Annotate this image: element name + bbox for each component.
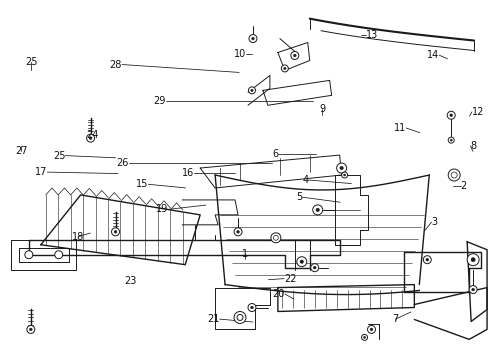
Circle shape: [297, 257, 307, 267]
Circle shape: [89, 137, 92, 140]
Text: 18: 18: [72, 232, 84, 242]
Text: 20: 20: [272, 289, 285, 299]
Circle shape: [300, 260, 303, 264]
Circle shape: [248, 87, 255, 94]
Text: 8: 8: [470, 141, 477, 151]
Circle shape: [281, 65, 288, 72]
Text: 26: 26: [117, 158, 129, 168]
Circle shape: [313, 266, 316, 269]
Circle shape: [342, 172, 347, 178]
Circle shape: [448, 137, 454, 143]
Circle shape: [112, 228, 120, 236]
Text: 1: 1: [242, 248, 248, 258]
Text: 16: 16: [181, 168, 194, 178]
Circle shape: [25, 251, 33, 259]
Circle shape: [87, 134, 95, 142]
Circle shape: [316, 208, 319, 212]
Circle shape: [370, 328, 373, 331]
Circle shape: [469, 285, 477, 293]
Circle shape: [55, 251, 63, 259]
Circle shape: [284, 67, 286, 69]
Circle shape: [271, 233, 281, 243]
Text: 10: 10: [234, 49, 246, 59]
Circle shape: [362, 334, 368, 340]
Text: 19: 19: [156, 204, 168, 215]
Circle shape: [423, 256, 431, 264]
Circle shape: [237, 315, 243, 320]
Text: 12: 12: [472, 107, 484, 117]
Text: 28: 28: [110, 59, 122, 69]
Circle shape: [313, 205, 323, 215]
Text: 4: 4: [302, 175, 308, 185]
Circle shape: [234, 311, 246, 323]
Text: 14: 14: [427, 50, 439, 60]
Circle shape: [29, 328, 32, 331]
Circle shape: [450, 139, 452, 141]
Circle shape: [471, 258, 475, 262]
Circle shape: [27, 325, 35, 333]
Circle shape: [237, 230, 240, 233]
Circle shape: [450, 114, 453, 117]
Circle shape: [273, 235, 278, 240]
Circle shape: [337, 163, 346, 173]
Text: 5: 5: [296, 192, 303, 202]
Circle shape: [291, 51, 299, 59]
Circle shape: [311, 264, 319, 272]
Circle shape: [251, 37, 254, 40]
Text: 29: 29: [153, 96, 166, 106]
Text: 6: 6: [272, 149, 278, 159]
Circle shape: [343, 174, 345, 176]
Circle shape: [294, 54, 296, 57]
Text: 2: 2: [461, 181, 467, 192]
Circle shape: [448, 169, 460, 181]
Text: 3: 3: [432, 217, 438, 227]
Circle shape: [249, 35, 257, 42]
Text: 22: 22: [284, 274, 296, 284]
Text: 21: 21: [207, 314, 220, 324]
Circle shape: [340, 166, 343, 170]
Text: 15: 15: [136, 179, 148, 189]
Circle shape: [472, 288, 474, 291]
Circle shape: [251, 89, 253, 91]
Text: 17: 17: [35, 167, 48, 177]
Text: 11: 11: [394, 123, 406, 133]
Text: 7: 7: [392, 314, 398, 324]
Circle shape: [114, 230, 117, 233]
Text: 25: 25: [53, 150, 65, 161]
Circle shape: [250, 306, 253, 309]
Circle shape: [234, 228, 242, 236]
Text: 27: 27: [15, 145, 28, 156]
Text: 25: 25: [25, 57, 37, 67]
Circle shape: [467, 254, 479, 266]
Circle shape: [426, 258, 429, 261]
Circle shape: [368, 325, 375, 333]
Text: 13: 13: [366, 30, 378, 40]
Text: 9: 9: [319, 104, 325, 114]
Circle shape: [447, 111, 455, 119]
Circle shape: [451, 172, 457, 178]
Text: 24: 24: [87, 130, 99, 140]
Circle shape: [364, 336, 366, 338]
Circle shape: [248, 303, 256, 311]
Text: 23: 23: [124, 276, 136, 286]
